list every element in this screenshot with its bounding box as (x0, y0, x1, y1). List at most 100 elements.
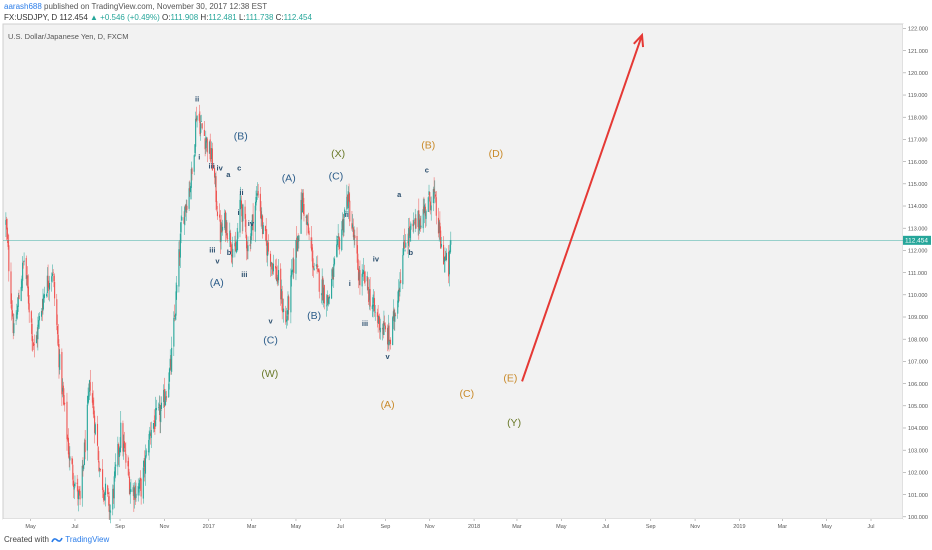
candle-body (381, 328, 384, 330)
candle-body (130, 489, 132, 492)
x-tick-label: 2018 (468, 524, 480, 530)
low-value: 111.738 (245, 13, 274, 22)
x-tick-label: Mar (778, 524, 788, 530)
tradingview-brand[interactable]: TradingView (65, 535, 110, 544)
candle-body (181, 217, 183, 221)
candle-body (432, 189, 434, 204)
candle-body (163, 389, 165, 402)
candle-body (331, 278, 333, 299)
candle-body (337, 235, 339, 239)
candle-body (16, 312, 18, 319)
candle-body (235, 241, 237, 252)
candle-body (221, 226, 224, 231)
candle-body (168, 368, 171, 382)
wave-label: (A) (381, 399, 395, 411)
candle-body (277, 270, 280, 281)
candle-body (255, 196, 257, 206)
x-tick-label: Nov (690, 524, 700, 530)
candle-body (366, 276, 368, 282)
candle-body (270, 262, 272, 265)
candle-body (84, 439, 86, 453)
candle-body (62, 387, 64, 392)
candle-body (439, 222, 441, 234)
candle-body (424, 204, 426, 213)
candle-body (240, 200, 242, 209)
candle-body (287, 296, 289, 315)
candle-body (56, 325, 59, 335)
candle-body (376, 312, 378, 317)
price-axis[interactable] (903, 24, 932, 519)
x-tick-label: Mar (247, 524, 257, 530)
candle-body (445, 255, 447, 260)
x-tick-label: Mar (512, 524, 522, 530)
candle-body (347, 191, 349, 209)
candle-body (174, 315, 176, 317)
plot-area[interactable] (2, 23, 904, 520)
candle-body (134, 485, 136, 500)
wave-label: (A) (282, 173, 296, 185)
wave-label: (B) (421, 139, 435, 151)
y-tick-label: 113.000 (908, 226, 927, 232)
wave-label: ii (195, 95, 199, 104)
candle-body (159, 404, 161, 422)
candle-body (190, 168, 192, 188)
candle-body (175, 291, 177, 316)
candle-body (185, 204, 187, 213)
candle-body (393, 309, 395, 322)
x-tick-label: Jul (337, 524, 344, 530)
candle-body (292, 258, 294, 273)
candle-body (316, 266, 318, 268)
candle-body (144, 458, 146, 471)
candle-body (200, 123, 202, 133)
candle-body (429, 192, 431, 202)
candle-body (8, 245, 10, 272)
candle-body (22, 261, 24, 263)
candle-body (384, 323, 386, 325)
candle-body (261, 215, 264, 235)
candle-body (179, 233, 181, 258)
candle-body (307, 223, 309, 234)
wave-label: (D) (489, 148, 504, 160)
author-link[interactable]: aarash688 (4, 2, 42, 11)
candle-body (96, 423, 99, 446)
candle-body (352, 224, 354, 228)
candle-body (241, 206, 243, 223)
candle-body (216, 211, 219, 217)
candle-body (102, 490, 104, 493)
candle-body (59, 354, 61, 370)
candle-body (328, 296, 330, 299)
y-tick-label: 114.000 (908, 204, 927, 210)
candle-body (305, 216, 307, 218)
time-axis[interactable] (3, 519, 903, 532)
candle-body (195, 118, 197, 147)
candle-body (379, 317, 381, 331)
candle-body (94, 424, 96, 435)
y-tick-label: 111.000 (908, 271, 927, 277)
candle-body (173, 317, 175, 347)
candle-body (425, 211, 427, 219)
candle-body (259, 193, 261, 212)
publish-info: aarash688 published on TradingView.com, … (4, 2, 267, 11)
candle-body (367, 277, 369, 290)
candle-body (180, 221, 182, 233)
x-tick-label: 2017 (203, 524, 215, 530)
candle-body (118, 449, 120, 458)
candle-body (112, 488, 115, 499)
candle-body (399, 281, 401, 293)
candle-body (313, 268, 315, 271)
candle-body (438, 221, 440, 233)
candle-body (183, 217, 185, 224)
candle-body (232, 248, 234, 258)
candle-body (347, 194, 349, 207)
candle-body (119, 446, 121, 453)
candle-body (51, 273, 53, 277)
candle-body (427, 197, 429, 212)
candle-body (143, 460, 145, 467)
candle-body (307, 222, 309, 226)
candle-body (320, 293, 322, 295)
candle-body (69, 456, 71, 461)
candle-body (398, 289, 400, 291)
candle-body (224, 211, 227, 233)
candle-body (38, 320, 40, 327)
price-chart[interactable]: U.S. Dollar/Japanese Yen, D, FXCM 122.00… (0, 0, 932, 532)
